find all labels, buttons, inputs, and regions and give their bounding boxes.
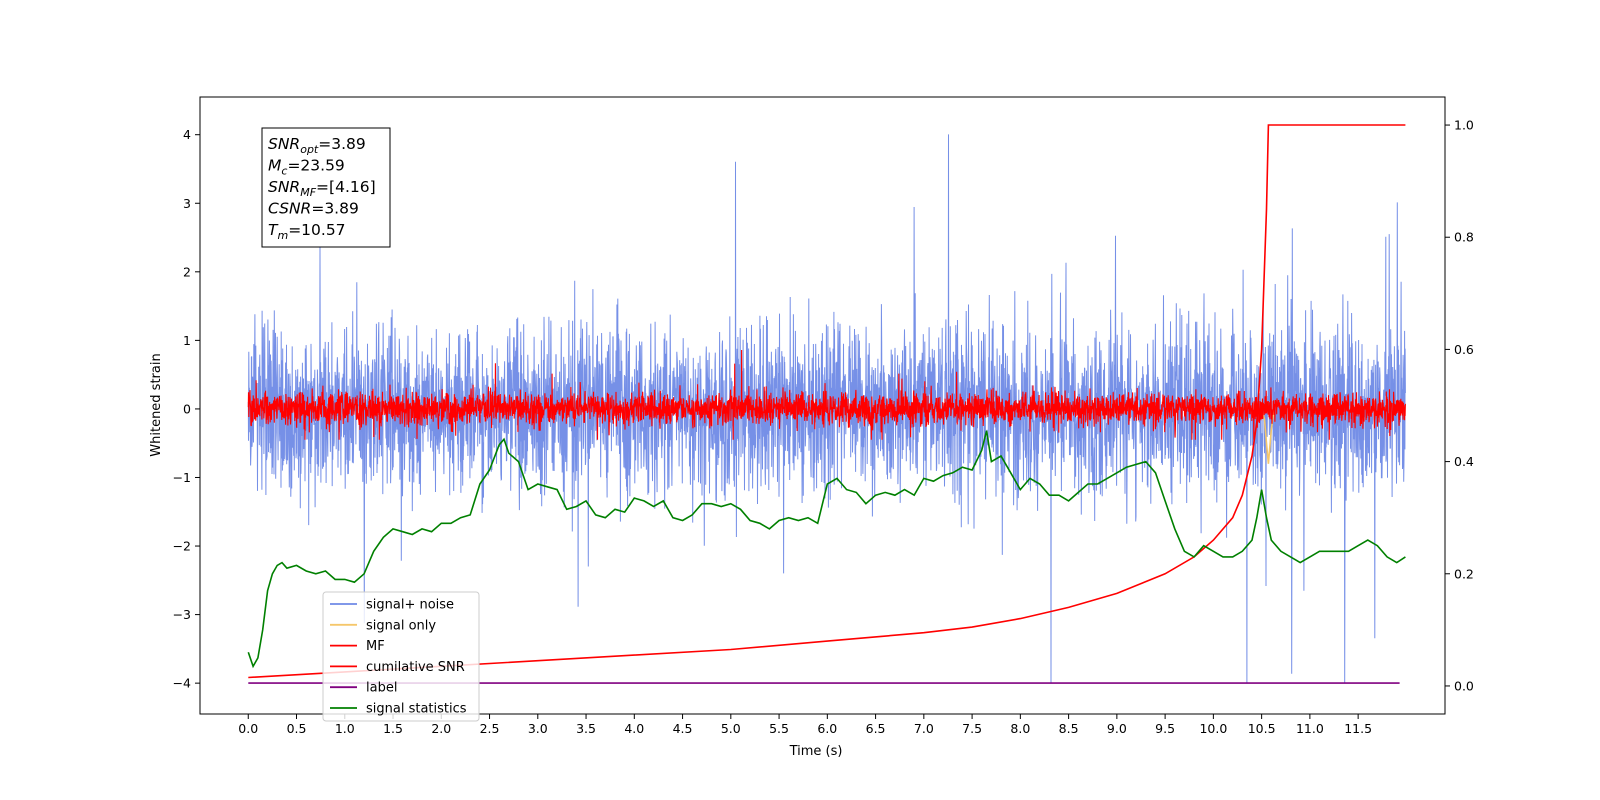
- x-tick-label: 9.0: [1107, 721, 1127, 736]
- annotation-line: SNRMF=[4.16]: [268, 178, 376, 199]
- y2-tick-label: 0.2: [1454, 566, 1474, 581]
- x-tick-label: 4.0: [624, 721, 644, 736]
- y-axis-label: Whitened strain: [149, 353, 164, 456]
- x-tick-label: 3.5: [576, 721, 596, 736]
- legend-entry-label: cumilative SNR: [366, 660, 465, 675]
- y-tick-label: −3: [173, 607, 191, 622]
- x-tick-label: 2.0: [431, 721, 451, 736]
- x-tick-label: 1.5: [383, 721, 403, 736]
- legend-entry-label: label: [366, 681, 397, 696]
- y-tick-label: 1: [183, 333, 191, 348]
- y-tick-label: 4: [183, 127, 191, 142]
- y2-axis-ticks: 0.0 0.2 0.4 0.6 0.8 1.0: [1445, 118, 1474, 693]
- y-tick-label: −1: [173, 470, 191, 485]
- y2-tick-label: 0.8: [1454, 230, 1474, 245]
- x-axis-label: Time (s): [789, 744, 843, 759]
- x-tick-label: 10.0: [1199, 721, 1227, 736]
- x-tick-label: 3.0: [528, 721, 548, 736]
- x-tick-label: 11.0: [1296, 721, 1324, 736]
- series-line-signal-statistics: [247, 430, 1406, 669]
- x-tick-label: 5.5: [769, 721, 789, 736]
- legend-entry-label: MF: [366, 639, 385, 654]
- x-tick-label: 7.0: [914, 721, 934, 736]
- x-tick-label: 4.5: [673, 721, 693, 736]
- stats-annotation-box: SNRopt=3.89Mc=23.59SNRMF=[4.16]CSNR=3.89…: [261, 127, 391, 248]
- x-tick-label: 6.0: [817, 721, 837, 736]
- y2-tick-label: 1.0: [1454, 118, 1474, 133]
- plot-area: [247, 124, 1406, 684]
- legend-entry-label: signal+ noise: [366, 598, 454, 613]
- annotation-line: Tm=10.57: [268, 221, 346, 242]
- x-tick-label: 11.5: [1344, 721, 1372, 736]
- x-tick-label: 0.5: [287, 721, 307, 736]
- y-axis-ticks: −4 −3 −2 −1 0 1 2 3 4: [173, 127, 200, 691]
- x-tick-label: 1.0: [335, 721, 355, 736]
- x-tick-label: 2.5: [480, 721, 500, 736]
- y2-tick-label: 0.0: [1454, 678, 1474, 693]
- x-tick-label: 0.0: [238, 721, 258, 736]
- annotation-line: Mc=23.59: [268, 157, 345, 178]
- legend-entry-label: signal only: [366, 618, 436, 633]
- y-tick-label: −2: [173, 539, 191, 554]
- annotation-line: SNRopt=3.89: [268, 135, 366, 156]
- x-tick-label: 8.5: [1059, 721, 1079, 736]
- y-tick-label: 3: [183, 196, 191, 211]
- x-tick-label: 6.5: [866, 721, 886, 736]
- legend-frame: [322, 591, 480, 722]
- y-tick-label: 0: [183, 401, 191, 416]
- series-line-mf: [247, 349, 1406, 440]
- annotation-frame: [261, 127, 391, 248]
- x-tick-label: 5.0: [721, 721, 741, 736]
- y-tick-label: 2: [183, 264, 191, 279]
- y2-tick-label: 0.4: [1454, 454, 1474, 469]
- axes-frame: [199, 96, 1446, 715]
- legend-entry-label: signal statistics: [366, 702, 467, 717]
- x-tick-label: 10.5: [1248, 721, 1276, 736]
- y2-tick-label: 0.6: [1454, 342, 1474, 357]
- x-tick-label: 7.5: [962, 721, 982, 736]
- x-tick-label: 8.0: [1010, 721, 1030, 736]
- legend: signal+ noise signal only MF cumilative SNR…: [322, 591, 480, 722]
- y-tick-label: −4: [173, 676, 191, 691]
- series-line-signal-noise: [247, 134, 1406, 684]
- x-axis-ticks: 0.0 0.5 1.0 1.5 2.0 2.5 3.0 3.5 4.0 4.5 5.0 5.5 6.0 6…: [238, 714, 1372, 736]
- series-line-signal-only: [1260, 408, 1275, 464]
- annotation-line: CSNR=3.89: [268, 200, 359, 218]
- x-tick-label: 9.5: [1155, 721, 1175, 736]
- series-line-cumilative-snr: [248, 124, 1406, 679]
